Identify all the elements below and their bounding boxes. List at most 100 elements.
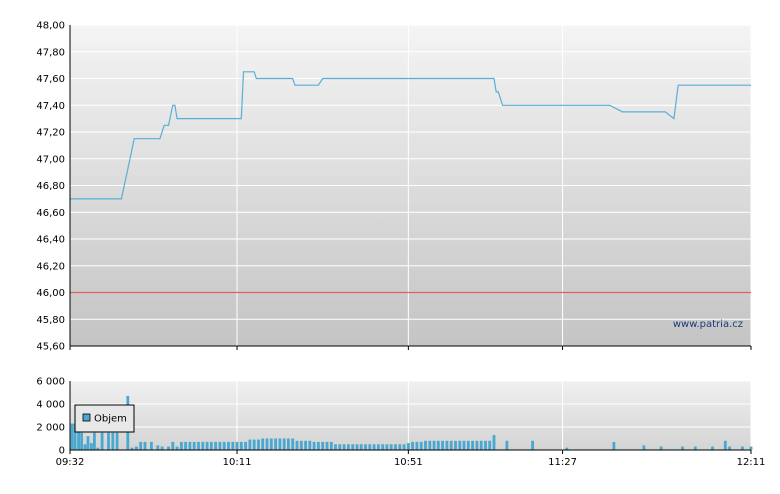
volume-bar [347, 444, 350, 451]
volume-bar [139, 441, 143, 450]
volume-bar [711, 446, 714, 450]
volume-bar [192, 441, 196, 450]
volume-bar [261, 438, 265, 450]
y-tick-label: 47,80 [36, 47, 65, 58]
volume-bar [325, 441, 329, 450]
volume-bar [299, 440, 303, 450]
volume-bar [184, 441, 187, 450]
volume-bar [156, 445, 160, 450]
y-tick-label: 45,80 [36, 315, 65, 326]
volume-bar [368, 444, 372, 451]
volume-bar [402, 444, 406, 451]
volume-bar [291, 438, 295, 450]
volume-bar [175, 446, 179, 450]
volume-bar [445, 440, 449, 450]
volume-bar [70, 423, 74, 450]
volume-bar [359, 444, 363, 451]
volume-bar [150, 441, 153, 450]
volume-bar [492, 435, 496, 450]
volume-bar [377, 444, 380, 451]
volume-bar [723, 440, 727, 450]
volume-bar [329, 441, 333, 450]
volume-bar [475, 440, 479, 450]
volume-bar [488, 440, 492, 450]
volume-bar [693, 446, 697, 450]
volume-bar [171, 441, 175, 450]
volume-bar [214, 441, 217, 450]
y-tick-label: 46,40 [36, 235, 65, 246]
volume-bar [321, 441, 325, 450]
volume-bar [111, 432, 115, 451]
volume-bar [231, 441, 235, 450]
volume-bar [659, 446, 663, 450]
volume-chart: 6 000 4 000 2 000 009:32 10:11 10:51 11:27 12:1… [36, 377, 765, 469]
volume-bar [282, 438, 286, 450]
volume-bar [130, 447, 134, 450]
volume-bar [458, 440, 462, 450]
volume-bar [167, 446, 170, 450]
volume-y-tick-label: 0 [59, 446, 65, 457]
price-chart: 48,00 47,80 47,60 47,40 47,20 47,00 46,80 46,60… [36, 21, 752, 353]
volume-bar [239, 441, 243, 450]
y-tick-label: 47,00 [36, 154, 65, 165]
volume-bar [394, 444, 397, 451]
volume-bar [728, 446, 731, 450]
price-series-line [70, 71, 751, 200]
volume-bar [96, 447, 100, 450]
volume-bar [107, 432, 110, 451]
volume-bar [317, 441, 320, 450]
y-tick-label: 47,60 [36, 74, 65, 85]
volume-bar [80, 432, 83, 451]
volume-bar [93, 432, 96, 451]
volume-bar [77, 427, 80, 450]
volume-bar [160, 446, 164, 450]
volume-bar [278, 438, 282, 450]
y-tick-label: 46,20 [36, 261, 65, 272]
volume-bar [432, 440, 436, 450]
volume-bar [505, 440, 509, 450]
y-tick-label: 45,60 [36, 342, 65, 353]
x-tick-label: 10:51 [394, 457, 423, 468]
volume-bar [342, 444, 346, 451]
volume-bar [287, 438, 290, 450]
volume-bar [135, 446, 138, 450]
volume-bar [479, 440, 483, 450]
volume-bar [565, 447, 569, 450]
volume-bar [462, 440, 466, 450]
x-tick-label: 12:11 [737, 457, 766, 468]
volume-bar [338, 444, 342, 451]
volume-y-tick-label: 6 000 [36, 377, 65, 388]
volume-bar [612, 441, 616, 450]
volume-bar [252, 439, 256, 450]
y-tick-label: 48,00 [36, 21, 65, 32]
volume-bar [274, 438, 277, 450]
y-tick-label: 47,20 [36, 128, 65, 139]
legend-swatch [82, 413, 91, 422]
volume-bar [749, 446, 753, 450]
volume-bar [351, 444, 355, 451]
volume-bar [484, 440, 487, 450]
x-tick-label: 11:27 [548, 457, 577, 468]
volume-bar [355, 444, 359, 451]
volume-bar [73, 423, 77, 450]
volume-bar [312, 441, 316, 450]
volume-bar [83, 444, 87, 451]
volume-bar [411, 441, 414, 450]
legend-label: Objem [94, 414, 127, 425]
volume-bar [381, 444, 385, 451]
volume-bar [304, 440, 307, 450]
volume-bar [441, 440, 444, 450]
volume-bar [257, 439, 260, 450]
volume-bar [180, 441, 183, 450]
volume-bar [531, 440, 534, 450]
volume-bar [642, 445, 646, 450]
x-tick-label: 09:32 [56, 457, 85, 468]
volume-bar [244, 441, 247, 450]
volume-bar [222, 441, 226, 450]
volume-bar [197, 441, 200, 450]
legend: Objem [74, 404, 135, 433]
volume-bar [209, 441, 213, 450]
volume-bar [385, 444, 389, 451]
volume-bar [415, 441, 419, 450]
